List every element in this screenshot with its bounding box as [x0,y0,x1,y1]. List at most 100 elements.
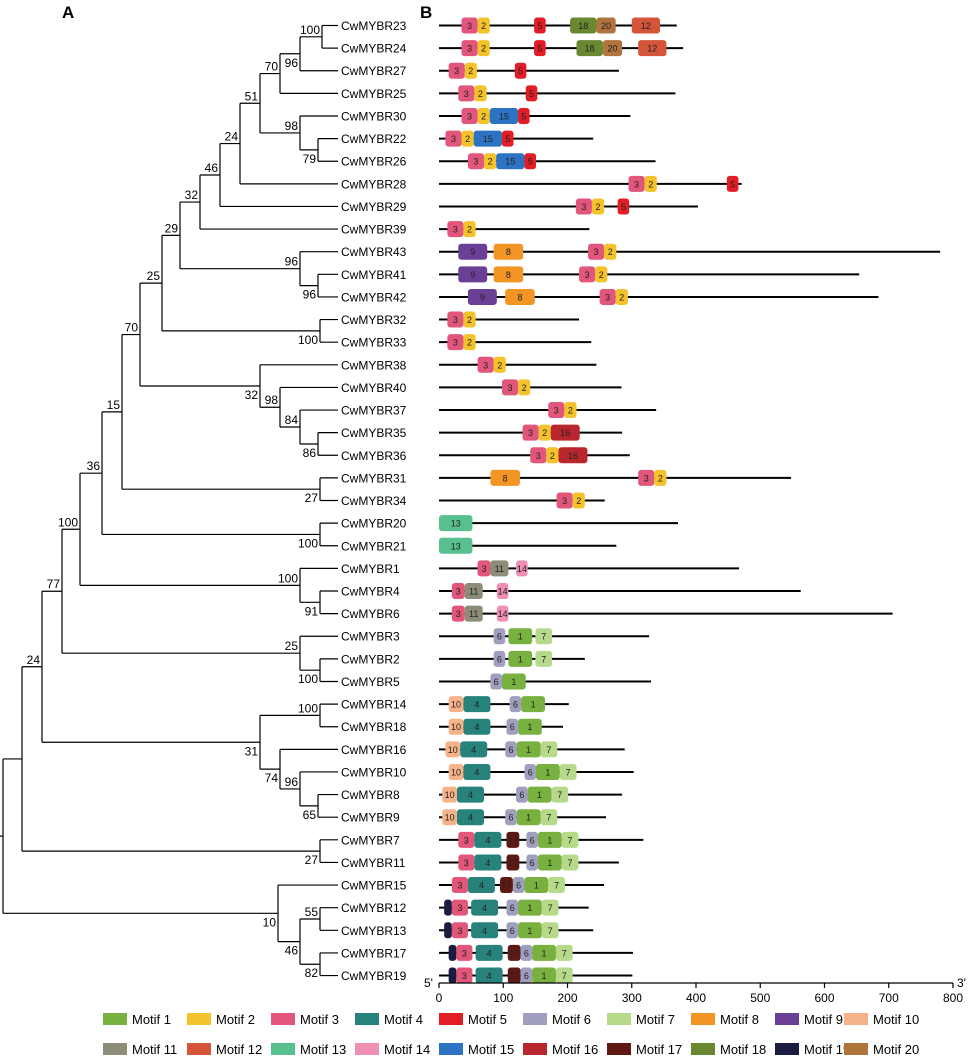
legend-label: Motif 2 [216,1012,255,1027]
motif-block-label: 5 [730,179,735,189]
motif-block-label: 13 [451,519,461,529]
motif-block-label: 4 [468,813,473,823]
motif-block-label: 9 [470,270,475,280]
motif-block [448,62,465,79]
motif-block-label: 3 [451,134,456,144]
motif-block-label: 3 [457,903,462,913]
leaf-label: CwMYBR36 [341,449,407,463]
legend-swatch [523,1043,547,1055]
motif-block-label: 11 [495,564,504,574]
motif-block [540,741,558,758]
motif-block-label: 1 [526,813,531,823]
bootstrap-value: 51 [245,89,259,103]
motif-block [524,763,537,780]
motif-block-label: 7 [548,903,553,913]
motif-block [638,469,655,486]
motif-block [561,831,579,848]
motif-block-label: 16 [560,428,570,438]
motif-block-label: 3 [456,609,461,619]
motif-block-label: 16 [568,451,578,461]
motif-block-label: 6 [508,745,513,755]
motif-block [518,922,542,939]
motif-block [602,40,623,57]
motif-block-label: 7 [546,745,551,755]
motif-block-label: 7 [541,632,546,642]
motif-diagram: 3 2 5 18 20 123 2 5 18 20 123 2 53 2 53 2 15 53 2 15 53 2 15 53… [439,17,941,984]
motif-block-label: 2 [467,225,472,235]
motif-block [463,221,476,238]
motif-block [520,944,533,961]
motif-block-label: 5 [521,111,526,121]
motif-block [538,424,551,441]
five-prime-label: 5' [424,976,433,990]
motif-block [439,515,473,532]
three-prime-label: 3' [957,976,966,990]
motif-block-label: 1 [511,677,516,687]
legend-label: Motif 7 [636,1012,675,1027]
motif-block [490,673,502,690]
motif-block [654,469,667,486]
motif-block [525,85,538,102]
motif-block-label: 2 [568,406,573,416]
bootstrap-value: 27 [305,491,319,505]
motif-block [570,17,597,34]
bootstrap-value: 100 [298,672,318,686]
motif-block [471,922,499,939]
motif-block-label: 3 [454,66,459,76]
motif-block [448,696,464,713]
motif-block [524,877,549,894]
motif-block-label: 1 [547,858,552,868]
motif-block [451,877,468,894]
legend-swatch [607,1013,631,1025]
motif-block [461,107,478,124]
motif-block-label: 3 [457,881,462,891]
motif-block [439,537,473,554]
motif-block [509,696,522,713]
motif-block [522,424,539,441]
legend-label: Motif 5 [468,1012,507,1027]
motif-block-label: 5 [537,21,542,31]
legend-label: Motif 8 [720,1012,759,1027]
motif-block [456,809,484,826]
leaf-label: CwMYBR5 [341,675,400,689]
motif-block [548,877,565,894]
motif-block [572,492,585,509]
leaf-label: CwMYBR10 [341,765,407,779]
motif-block-label: 2 [596,202,601,212]
motif-block-label: 2 [658,473,663,483]
motif-block [474,831,502,848]
leaf-label: CwMYBR6 [341,607,400,621]
bootstrap-value: 100 [300,23,320,37]
motif-block-label: 3 [464,89,469,99]
axis-tick-label: 600 [814,991,834,1005]
bootstrap-value: 29 [165,221,179,235]
motif-block [507,944,521,961]
axis-tick-label: 0 [436,991,443,1005]
motif-block-label: 10 [445,813,455,823]
motif-block [442,809,457,826]
motif-block [520,967,533,984]
motif-block [726,175,739,192]
leaf-label: CwMYBR32 [341,313,407,327]
bootstrap-value: 100 [298,536,318,550]
bootstrap-value: 100 [298,333,318,347]
motif-block [604,243,617,260]
motif-block [521,696,546,713]
motif-block [558,447,588,464]
bootstrap-value: 98 [265,393,279,407]
motif-block [490,469,520,486]
motif-block-label: 1 [527,722,532,732]
legend-label: Motif 16 [552,1042,598,1057]
motif-block [555,967,573,984]
motif-legend: Motif 1 Motif 2 Motif 3 Motif 4 Motif 5 Motif… [103,1012,919,1057]
motif-block-label: 7 [546,813,551,823]
leaf-label: CwMYBR34 [341,494,407,508]
motif-block [448,967,457,984]
motif-block-label: 8 [503,473,508,483]
motif-block-label: 2 [481,44,486,54]
bootstrap-value: 32 [245,388,259,402]
motif-block [537,854,562,871]
motif-block [463,718,491,735]
leaf-label: CwMYBR3 [341,630,400,644]
motif-block-label: 1 [542,971,547,981]
